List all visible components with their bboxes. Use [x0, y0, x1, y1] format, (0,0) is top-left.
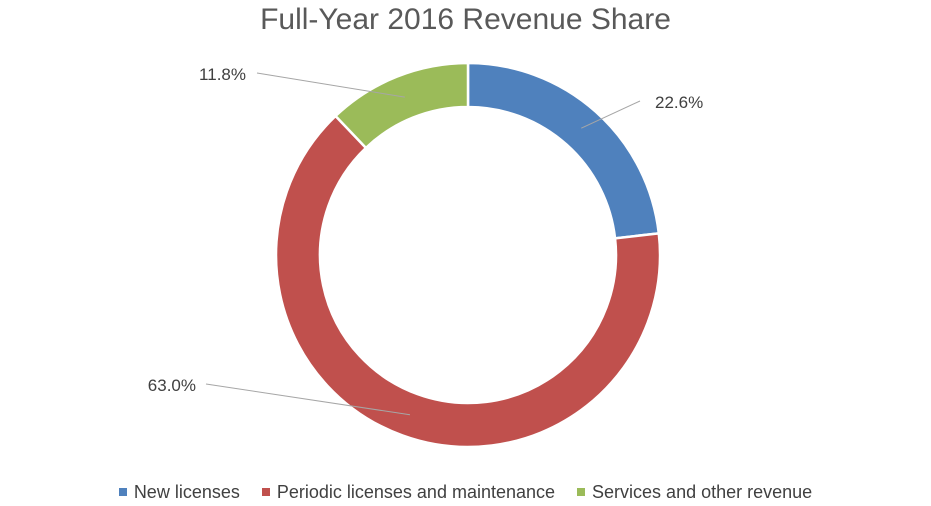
slice-services: [333, 61, 470, 150]
legend-item-periodic-licenses: Periodic licenses and maintenance: [261, 481, 556, 503]
legend-swatch-services: [577, 488, 586, 496]
legend: New licenses Periodic licenses and maint…: [0, 480, 931, 504]
leader-line-services: [256, 72, 405, 98]
leader-line-periodic-licenses: [205, 383, 411, 416]
legend-label-periodic-licenses: Periodic licenses and maintenance: [276, 481, 556, 502]
legend-swatch-new-licenses: [118, 488, 127, 496]
legend-item-new-licenses: New licenses: [118, 481, 240, 503]
leader-line-new-licenses: [581, 100, 641, 129]
data-label-periodic-licenses: 63.0%: [148, 376, 196, 395]
legend-item-services: Services and other revenue: [577, 482, 812, 503]
legend-swatch-periodic-licenses: [261, 488, 270, 496]
data-label-services: 11.8%: [199, 65, 246, 84]
chart-title: Full-Year 2016 Revenue Share: [260, 3, 671, 36]
legend-label-services: Services and other revenue: [592, 481, 813, 502]
slice-periodic-licenses: [274, 114, 662, 449]
data-label-new-licenses: 22.6%: [655, 93, 703, 112]
legend-label-new-licenses: New licenses: [133, 481, 240, 502]
slice-new-licenses: [466, 61, 661, 240]
